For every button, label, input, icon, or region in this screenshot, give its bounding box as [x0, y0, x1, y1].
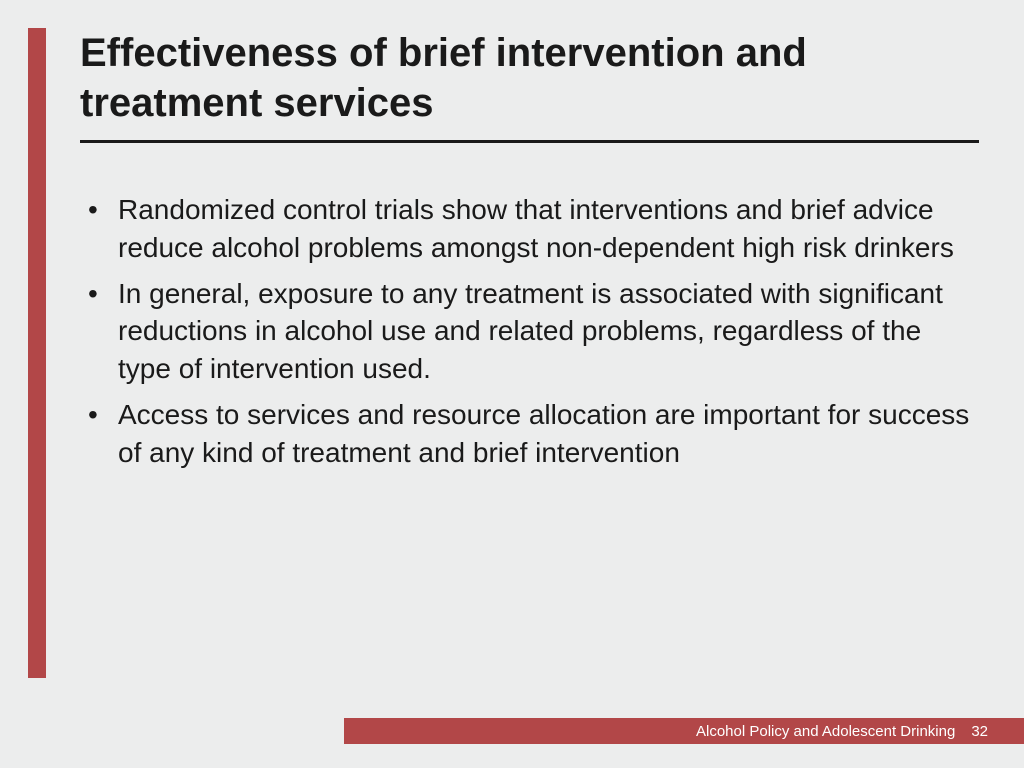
bullet-list: Randomized control trials show that inte… — [80, 191, 979, 472]
footer-label: Alcohol Policy and Adolescent Drinking — [696, 723, 955, 740]
list-item: Randomized control trials show that inte… — [80, 191, 979, 267]
slide-title: Effectiveness of brief intervention and … — [80, 28, 979, 143]
accent-bar — [28, 28, 46, 678]
list-item: In general, exposure to any treatment is… — [80, 275, 979, 388]
list-item: Access to services and resource allocati… — [80, 396, 979, 472]
footer-bar: Alcohol Policy and Adolescent Drinking 3… — [344, 718, 1024, 744]
page-number: 32 — [971, 723, 988, 740]
slide-content: Effectiveness of brief intervention and … — [80, 28, 979, 480]
